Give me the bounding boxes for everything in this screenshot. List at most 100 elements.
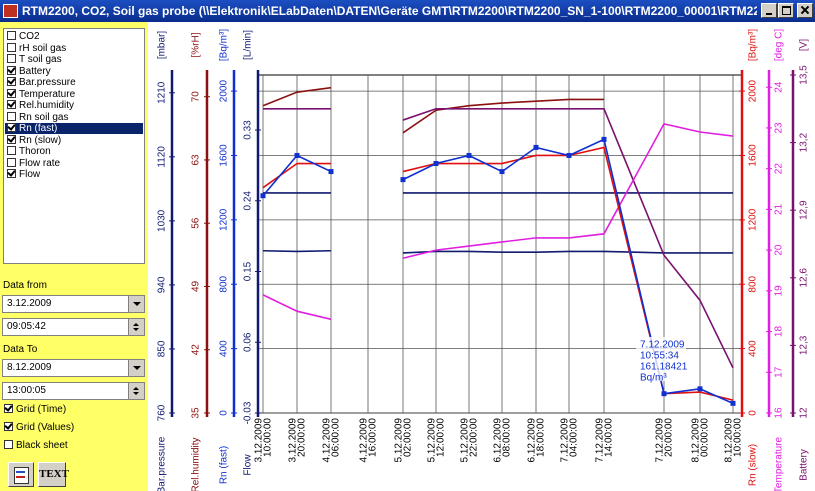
y-tick-label: 23 — [774, 122, 785, 134]
channel-item[interactable]: Flow rate — [5, 157, 143, 169]
channel-item[interactable]: Rn (slow) — [5, 134, 143, 146]
checkbox[interactable] — [4, 404, 13, 413]
label: Data To — [3, 344, 38, 355]
y-tick-label: 2000 — [219, 80, 230, 103]
x-tick-label: 12:00:00 — [436, 418, 447, 457]
checkbox[interactable] — [7, 65, 16, 75]
x-tick-label: 3.12.2009 — [254, 418, 265, 463]
y-tick-label: 35 — [191, 407, 202, 419]
label: Temperature — [19, 88, 76, 100]
x-tick-label: 8.12.2009 — [691, 418, 702, 463]
checkbox[interactable] — [4, 422, 13, 431]
close-button[interactable] — [797, 3, 813, 18]
y-tick-label: 13,2 — [799, 132, 810, 152]
channel-item[interactable]: T soil gas — [5, 54, 143, 65]
y-tick-label: 1210 — [157, 81, 168, 104]
x-tick-label: 08:00:00 — [502, 418, 513, 457]
annotation-text: 7.12.2009 — [640, 340, 685, 351]
data-point — [260, 193, 266, 199]
spin-button[interactable] — [128, 319, 144, 335]
axis-name: Rn (slow) — [748, 444, 759, 486]
y-tick-label: 12,9 — [799, 200, 810, 220]
series-line — [262, 122, 734, 321]
dropdown-button[interactable] — [128, 360, 144, 376]
label: Black sheet — [16, 440, 68, 451]
channel-item[interactable]: Rel.humidity — [5, 100, 143, 111]
text-button[interactable]: TEXT — [38, 462, 69, 487]
label: Grid (Values) — [16, 422, 75, 433]
value: 8.12.2009 — [7, 362, 52, 373]
spin-button[interactable] — [128, 383, 144, 399]
minimize-button[interactable] — [761, 3, 777, 18]
series-line — [263, 108, 734, 369]
date-from[interactable]: 3.12.2009 — [2, 295, 145, 313]
time-from[interactable]: 09:05:42 — [2, 318, 145, 336]
maximize-button[interactable] — [778, 3, 794, 18]
channel-item[interactable]: Rn soil gas — [5, 111, 143, 123]
channel-item[interactable]: Bar.pressure — [5, 77, 143, 88]
y-tick-label: -0.03 — [243, 401, 254, 424]
channel-item[interactable]: Temperature — [5, 88, 143, 100]
label: Rn (slow) — [19, 134, 62, 146]
x-tick-label: 7.12.2009 — [655, 418, 666, 463]
label: Flow rate — [19, 157, 61, 169]
dropdown-button[interactable] — [128, 296, 144, 312]
option[interactable]: Grid (Time) — [2, 404, 66, 415]
x-tick-label: 4.12.2009 — [322, 418, 333, 463]
axis-unit: [Bq/m³] — [219, 29, 230, 61]
date-to[interactable]: 8.12.2009 — [2, 359, 145, 377]
data-point — [533, 144, 539, 150]
data-point — [697, 386, 703, 392]
x-tick-label: 6.12.2009 — [527, 418, 538, 463]
y-tick-label: 63 — [191, 154, 202, 166]
checkbox[interactable] — [7, 123, 16, 132]
checkbox[interactable] — [7, 42, 16, 52]
option[interactable]: Grid (Values) — [2, 422, 74, 433]
checkbox[interactable] — [7, 88, 16, 98]
checkbox[interactable] — [7, 54, 16, 63]
checkbox[interactable] — [7, 146, 16, 155]
data-point — [566, 152, 572, 158]
y-tick-label: 12,6 — [799, 268, 810, 288]
x-tick-label: 5.12.2009 — [394, 418, 405, 463]
channel-item[interactable]: Thoron — [5, 146, 143, 157]
axis-unit: [mbar] — [157, 31, 168, 60]
x-tick-label: 04:00:00 — [569, 418, 580, 457]
option[interactable]: Black sheet — [2, 440, 68, 451]
checkbox[interactable] — [7, 169, 16, 178]
x-tick-label: 5.12.2009 — [460, 418, 471, 463]
checkbox[interactable] — [7, 100, 16, 109]
x-tick-label: 7.12.2009 — [595, 418, 606, 463]
checkbox[interactable] — [7, 111, 16, 121]
y-tick-label: 400 — [219, 340, 230, 357]
channel-item[interactable]: Rn (fast) — [5, 123, 143, 134]
y-tick-label: 12,3 — [799, 335, 810, 355]
label: Thoron — [19, 146, 51, 157]
checkbox[interactable] — [7, 157, 16, 167]
checkbox[interactable] — [7, 134, 16, 144]
channel-item[interactable]: rH soil gas — [5, 42, 143, 54]
y-tick-label: 1120 — [157, 146, 168, 168]
checkbox[interactable] — [7, 77, 16, 86]
data-point — [433, 161, 439, 167]
series-line — [262, 249, 733, 254]
y-tick-label: 0.06 — [243, 332, 254, 352]
x-tick-label: 22:00:00 — [469, 418, 480, 457]
y-tick-label: 800 — [748, 275, 759, 292]
axis-unit: [L/min] — [243, 30, 254, 60]
data-point — [499, 169, 505, 175]
channel-item[interactable]: CO2 — [5, 31, 143, 42]
y-tick-label: 0.15 — [243, 261, 254, 281]
sheet-button[interactable] — [8, 462, 34, 487]
checkbox[interactable] — [4, 440, 13, 449]
checkbox[interactable] — [7, 31, 16, 40]
channel-item[interactable]: Flow — [5, 169, 143, 180]
title-bar: RTM2200, CO2, Soil gas probe (\\Elektron… — [0, 0, 815, 22]
time-to[interactable]: 13:00:05 — [2, 382, 145, 400]
data-point — [328, 169, 334, 175]
y-tick-label: 42 — [191, 344, 202, 356]
x-tick-label: 8.12.2009 — [724, 418, 735, 463]
label: CO2 — [19, 31, 40, 42]
value: 09:05:42 — [7, 321, 46, 332]
channel-item[interactable]: Battery — [5, 65, 143, 77]
